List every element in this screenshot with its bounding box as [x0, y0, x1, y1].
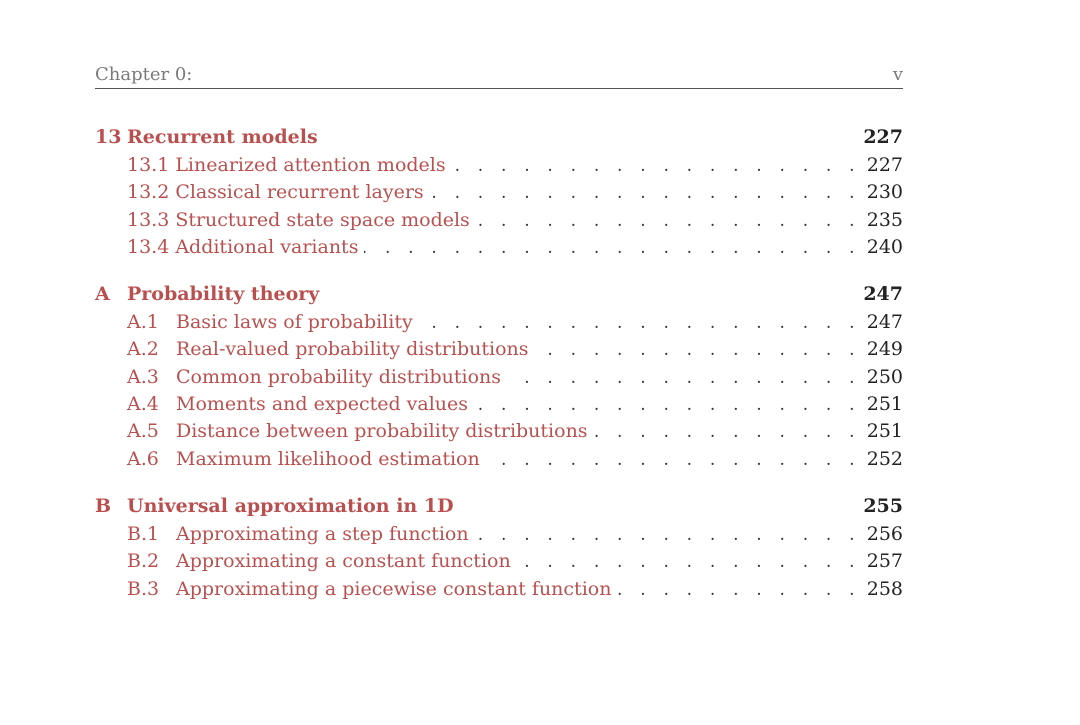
section-number: 13.2 — [127, 181, 170, 204]
section-page: 251 — [866, 420, 903, 443]
chapter-page: 247 — [863, 283, 903, 306]
section-page: 258 — [866, 577, 903, 600]
section-number: A.4 — [127, 393, 159, 416]
toc-section-entry[interactable]: B.3 Approximating a piecewise constant f… — [95, 576, 903, 603]
section-page: 247 — [866, 311, 903, 334]
toc-section-entry[interactable]: A.5 Distance between probability distrib… — [95, 418, 903, 445]
toc-section-entry[interactable]: 13.3 Structured state space models . . .… — [95, 207, 903, 234]
chapter-page: 227 — [863, 126, 903, 148]
toc-chapter-entry[interactable]: 13 Recurrent models 227 — [95, 123, 903, 152]
section-number: A.2 — [127, 338, 159, 361]
toc-section-entry[interactable]: 13.1 Linearized attention models . . . .… — [95, 152, 903, 179]
chapter-number: 13 — [95, 126, 122, 148]
toc-section-entry[interactable]: 13.4 Additional variants . . . . . . . .… — [95, 234, 903, 261]
dot-leader: . . . . . . . . . . . . . . . . . . . . … — [535, 340, 861, 361]
section-page: 249 — [866, 338, 903, 361]
section-number: 13.4 — [127, 235, 170, 258]
toc-section-entry[interactable]: 13.2 Classical recurrent layers . . . . … — [95, 179, 903, 206]
section-title-link[interactable]: Linearized attention models — [175, 154, 446, 176]
toc-chapter: 13 Recurrent models 227 13.1 Linearized … — [95, 123, 903, 261]
dot-leader: . . . . . . . . . . . . . . . . . . . . … — [452, 156, 861, 176]
section-title-link[interactable]: Maximum likelihood estimation — [176, 447, 480, 470]
dot-leader: . . . . . . . . . . . . . . . . . . . . … — [364, 237, 861, 258]
section-page: 252 — [866, 447, 903, 470]
toc-section-entry[interactable]: B.2 Approximating a constant function . … — [95, 548, 903, 575]
section-number: 13.1 — [127, 154, 170, 176]
section-page: 256 — [866, 522, 903, 545]
section-title-link[interactable]: Classical recurrent layers — [175, 181, 424, 204]
section-title-link[interactable]: Basic laws of probability — [176, 311, 413, 334]
section-number: B.1 — [127, 522, 160, 545]
chapter-number: B — [95, 494, 112, 517]
chapter-title-link[interactable]: Universal approximation in 1D — [127, 494, 454, 517]
section-title-link[interactable]: Moments and expected values — [176, 393, 469, 416]
section-page: 251 — [866, 393, 903, 416]
dot-leader: . . . . . . . . . . . . . . . . . . . . … — [475, 524, 861, 545]
section-page: 257 — [866, 550, 903, 573]
section-title-link[interactable]: Approximating a constant function — [176, 550, 511, 573]
section-number: 13.3 — [127, 208, 170, 231]
toc-chapter-entry[interactable]: B Universal approximation in 1D 255 — [95, 492, 903, 521]
section-number: B.3 — [127, 577, 160, 600]
toc-section-entry[interactable]: A.1 Basic laws of probability . . . . . … — [95, 309, 903, 336]
toc-section-entry[interactable]: A.3 Common probability distributions . .… — [95, 364, 903, 391]
section-number: A.3 — [127, 365, 159, 388]
toc-chapter: A Probability theory 247 A.1 Basic laws … — [95, 280, 903, 473]
running-header: Chapter 0: v — [95, 62, 903, 89]
dot-leader: . . . . . . . . . . . . . . . . . . . . … — [517, 552, 861, 573]
section-page: 230 — [866, 181, 903, 204]
dot-leader: . . . . . . . . . . . . . . . . . . . . … — [507, 367, 861, 388]
section-title-link[interactable]: Real-valued probability distributions — [176, 338, 529, 361]
section-title-link[interactable]: Structured state space models — [175, 208, 470, 231]
toc-section-entry[interactable]: B.1 Approximating a step function . . . … — [95, 521, 903, 548]
toc-section-entry[interactable]: A.4 Moments and expected values . . . . … — [95, 391, 903, 418]
dot-leader: . . . . . . . . . . . . . . . . . . . . … — [486, 449, 861, 470]
table-of-contents: 13 Recurrent models 227 13.1 Linearized … — [95, 123, 903, 622]
chapter-number: A — [95, 283, 110, 306]
toc-section-entry[interactable]: A.2 Real-valued probability distribution… — [95, 336, 903, 363]
section-title-link[interactable]: Additional variants — [175, 235, 359, 258]
section-page: 227 — [866, 154, 903, 176]
chapter-title-link[interactable]: Recurrent models — [127, 126, 318, 148]
toc-chapter-entry[interactable]: A Probability theory 247 — [95, 280, 903, 309]
section-page: 240 — [866, 235, 903, 258]
section-title-link[interactable]: Approximating a step function — [176, 522, 469, 545]
section-number: A.5 — [127, 420, 159, 443]
section-number: B.2 — [127, 550, 160, 573]
toc-section-entry[interactable]: A.6 Maximum likelihood estimation . . . … — [95, 446, 903, 473]
section-title-link[interactable]: Common probability distributions — [176, 365, 502, 388]
toc-chapter: B Universal approximation in 1D 255 B.1 … — [95, 492, 903, 603]
dot-leader: . . . . . . . . . . . . . . . . . . . . … — [617, 579, 861, 600]
dot-leader: . . . . . . . . . . . . . . . . . . . . … — [593, 422, 861, 443]
header-page-number: v — [892, 64, 903, 85]
dot-leader: . . . . . . . . . . . . . . . . . . . . … — [474, 395, 861, 416]
section-title-link[interactable]: Approximating a piecewise constant funct… — [176, 577, 612, 600]
header-chapter: Chapter 0: — [95, 64, 193, 85]
section-page: 235 — [866, 208, 903, 231]
section-page: 250 — [866, 365, 903, 388]
section-number: A.1 — [127, 311, 159, 334]
chapter-page: 255 — [863, 494, 903, 517]
section-title-link[interactable]: Distance between probability distributio… — [176, 420, 588, 443]
dot-leader: . . . . . . . . . . . . . . . . . . . . … — [430, 183, 861, 204]
chapter-title-link[interactable]: Probability theory — [127, 283, 320, 306]
dot-leader: . . . . . . . . . . . . . . . . . . . . … — [476, 210, 861, 231]
dot-leader: . . . . . . . . . . . . . . . . . . . . … — [419, 313, 861, 334]
section-number: A.6 — [127, 447, 159, 470]
